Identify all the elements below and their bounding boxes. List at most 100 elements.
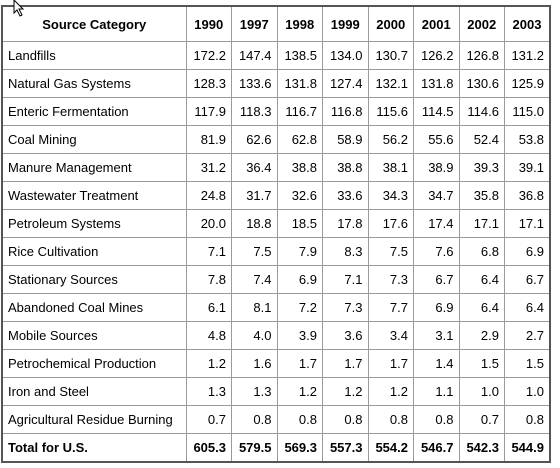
value-cell: 7.7 (367, 293, 414, 322)
value-cell: 34.3 (367, 181, 414, 210)
value-cell: 1.7 (367, 349, 414, 378)
value-cell: 1.3 (231, 377, 278, 406)
value-cell: 126.8 (458, 41, 505, 70)
value-cell: 0.8 (322, 405, 369, 434)
data-row: Landfills 172.2 147.4 138.5 134.0 130.7 126.2 1… (1, 41, 551, 70)
data-row: Iron and Steel 1.3 1.3 1.2 1.2 1.2 1.1 1.0 1.0 (1, 377, 551, 406)
data-row: Wastewater Treatment 24.8 31.7 32.6 33.6 34.3… (1, 181, 551, 210)
value-cell: 3.6 (322, 321, 369, 350)
data-row: Rice Cultivation 7.1 7.5 7.9 8.3 7.5 7.6 6.8 6.9 (1, 237, 551, 266)
value-cell: 6.4 (458, 265, 505, 294)
value-cell: 6.4 (458, 293, 505, 322)
category-cell: Manure Management (1, 153, 187, 182)
value-cell: 3.4 (367, 321, 414, 350)
total-value-cell: 569.3 (276, 433, 323, 463)
value-cell: 7.1 (185, 237, 232, 266)
value-cell: 2.7 (504, 321, 551, 350)
year-header: 2002 (458, 5, 505, 42)
value-cell: 0.8 (276, 405, 323, 434)
value-cell: 6.7 (504, 265, 551, 294)
category-cell: Natural Gas Systems (1, 69, 187, 98)
value-cell: 38.1 (367, 153, 414, 182)
value-cell: 31.7 (231, 181, 278, 210)
value-cell: 6.9 (413, 293, 460, 322)
value-cell: 7.6 (413, 237, 460, 266)
value-cell: 0.8 (231, 405, 278, 434)
total-value-cell: 544.9 (504, 433, 551, 463)
value-cell: 24.8 (185, 181, 232, 210)
category-cell: Petrochemical Production (1, 349, 187, 378)
value-cell: 7.3 (367, 265, 414, 294)
value-cell: 39.1 (504, 153, 551, 182)
value-cell: 0.8 (413, 405, 460, 434)
value-cell: 116.7 (276, 97, 323, 126)
value-cell: 36.8 (504, 181, 551, 210)
value-cell: 1.7 (276, 349, 323, 378)
data-row: Abandoned Coal Mines 6.1 8.1 7.2 7.3 7.7 6.9 6.… (1, 293, 551, 322)
value-cell: 1.6 (231, 349, 278, 378)
value-cell: 147.4 (231, 41, 278, 70)
category-header: Source Category (1, 5, 187, 42)
value-cell: 128.3 (185, 69, 232, 98)
value-cell: 172.2 (185, 41, 232, 70)
value-cell: 33.6 (322, 181, 369, 210)
value-cell: 1.2 (322, 377, 369, 406)
value-cell: 130.6 (458, 69, 505, 98)
year-header: 2003 (504, 5, 551, 42)
year-header: 1990 (185, 5, 232, 42)
value-cell: 58.9 (322, 125, 369, 154)
category-cell: Enteric Fermentation (1, 97, 187, 126)
value-cell: 7.3 (322, 293, 369, 322)
category-cell: Mobile Sources (1, 321, 187, 350)
value-cell: 17.1 (504, 209, 551, 238)
value-cell: 18.8 (231, 209, 278, 238)
value-cell: 81.9 (185, 125, 232, 154)
year-header: 2000 (367, 5, 414, 42)
value-cell: 52.4 (458, 125, 505, 154)
value-cell: 17.6 (367, 209, 414, 238)
category-cell: Landfills (1, 41, 187, 70)
value-cell: 1.3 (185, 377, 232, 406)
total-value-cell: 546.7 (413, 433, 460, 463)
value-cell: 1.2 (185, 349, 232, 378)
value-cell: 132.1 (367, 69, 414, 98)
year-header: 1998 (276, 5, 323, 42)
mouse-cursor (13, 0, 25, 17)
year-header: 2001 (413, 5, 460, 42)
data-row: Coal Mining 81.9 62.6 62.8 58.9 56.2 55.6 52.4 5… (1, 125, 551, 154)
value-cell: 6.7 (413, 265, 460, 294)
value-cell: 133.6 (231, 69, 278, 98)
data-row: Petroleum Systems 20.0 18.8 18.5 17.8 17.6 17.… (1, 209, 551, 238)
value-cell: 1.0 (504, 377, 551, 406)
value-cell: 17.8 (322, 209, 369, 238)
category-cell: Coal Mining (1, 125, 187, 154)
value-cell: 0.8 (504, 405, 551, 434)
data-row: Manure Management 31.2 36.4 38.8 38.8 38.1 38.… (1, 153, 551, 182)
value-cell: 131.8 (413, 69, 460, 98)
value-cell: 53.8 (504, 125, 551, 154)
data-row: Petrochemical Production 1.2 1.6 1.7 1.7 1.7 1… (1, 349, 551, 378)
value-cell: 38.9 (413, 153, 460, 182)
value-cell: 117.9 (185, 97, 232, 126)
value-cell: 115.6 (367, 97, 414, 126)
value-cell: 6.4 (504, 293, 551, 322)
value-cell: 17.1 (458, 209, 505, 238)
value-cell: 114.5 (413, 97, 460, 126)
table-body: Landfills 172.2 147.4 138.5 134.0 130.7 126.2 1… (1, 41, 551, 463)
value-cell: 116.8 (322, 97, 369, 126)
category-cell: Petroleum Systems (1, 209, 187, 238)
value-cell: 131.2 (504, 41, 551, 70)
total-label-cell: Total for U.S. (1, 433, 187, 463)
value-cell: 32.6 (276, 181, 323, 210)
header-row: Source Category 1990 1997 1998 1999 2000 2001 2… (1, 5, 551, 42)
value-cell: 35.8 (458, 181, 505, 210)
value-cell: 131.8 (276, 69, 323, 98)
value-cell: 115.0 (504, 97, 551, 126)
category-cell: Abandoned Coal Mines (1, 293, 187, 322)
value-cell: 7.2 (276, 293, 323, 322)
data-row: Enteric Fermentation 117.9 118.3 116.7 116.8… (1, 97, 551, 126)
value-cell: 7.8 (185, 265, 232, 294)
value-cell: 6.9 (276, 265, 323, 294)
value-cell: 118.3 (231, 97, 278, 126)
value-cell: 1.2 (367, 377, 414, 406)
